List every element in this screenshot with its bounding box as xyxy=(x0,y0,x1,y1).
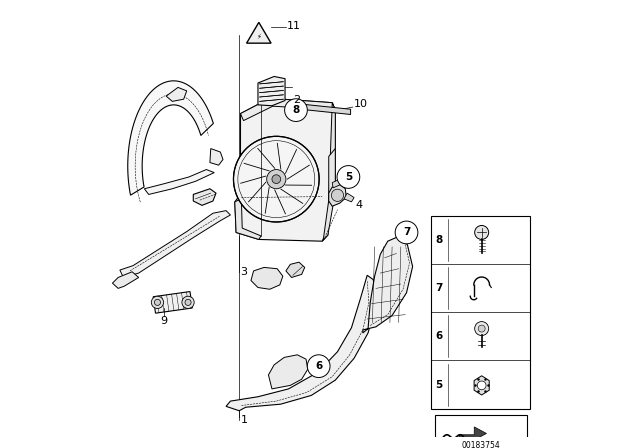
Polygon shape xyxy=(329,149,335,200)
Polygon shape xyxy=(246,22,271,43)
Polygon shape xyxy=(210,149,223,165)
Polygon shape xyxy=(322,103,335,241)
Text: 4: 4 xyxy=(355,200,362,211)
Polygon shape xyxy=(113,272,139,289)
Polygon shape xyxy=(300,104,351,115)
Circle shape xyxy=(272,175,281,184)
Polygon shape xyxy=(344,193,354,202)
Text: 00183754: 00183754 xyxy=(461,441,500,448)
Polygon shape xyxy=(258,77,285,106)
Polygon shape xyxy=(193,189,216,205)
Circle shape xyxy=(478,325,485,332)
Polygon shape xyxy=(251,267,283,289)
Polygon shape xyxy=(128,81,213,195)
Polygon shape xyxy=(459,427,486,440)
Text: 8: 8 xyxy=(436,235,443,246)
Circle shape xyxy=(477,381,486,390)
Text: 3: 3 xyxy=(241,267,248,277)
Text: 7: 7 xyxy=(403,228,410,237)
Circle shape xyxy=(332,189,344,202)
Polygon shape xyxy=(166,87,187,101)
Circle shape xyxy=(285,99,307,121)
Circle shape xyxy=(234,136,319,222)
Polygon shape xyxy=(235,199,261,239)
Bar xyxy=(435,415,527,440)
Text: 6: 6 xyxy=(315,361,323,371)
Circle shape xyxy=(395,221,418,244)
Text: 6: 6 xyxy=(436,332,443,341)
Circle shape xyxy=(475,225,489,239)
Polygon shape xyxy=(329,185,346,206)
Polygon shape xyxy=(268,355,308,389)
Circle shape xyxy=(154,299,161,306)
Circle shape xyxy=(475,322,489,336)
Text: 5: 5 xyxy=(436,380,443,390)
Text: 7: 7 xyxy=(436,284,443,293)
Bar xyxy=(431,216,530,409)
Text: 8: 8 xyxy=(292,105,300,115)
Text: 5: 5 xyxy=(345,172,352,182)
Polygon shape xyxy=(226,275,376,411)
Polygon shape xyxy=(235,98,335,241)
Circle shape xyxy=(337,166,360,188)
Text: 11: 11 xyxy=(287,21,301,31)
Polygon shape xyxy=(363,237,413,333)
Polygon shape xyxy=(474,376,489,395)
Circle shape xyxy=(182,296,194,309)
Text: 2: 2 xyxy=(293,95,300,105)
Polygon shape xyxy=(332,179,341,188)
Text: 10: 10 xyxy=(354,99,368,109)
Circle shape xyxy=(151,296,164,309)
Circle shape xyxy=(185,299,191,306)
Text: 1: 1 xyxy=(241,415,248,425)
Polygon shape xyxy=(286,262,305,277)
Polygon shape xyxy=(145,169,214,194)
Polygon shape xyxy=(153,292,192,313)
Circle shape xyxy=(267,169,286,189)
Text: ⚡: ⚡ xyxy=(257,34,261,40)
Text: 9: 9 xyxy=(161,316,168,326)
Polygon shape xyxy=(120,211,230,277)
Circle shape xyxy=(307,355,330,378)
Polygon shape xyxy=(241,98,335,121)
